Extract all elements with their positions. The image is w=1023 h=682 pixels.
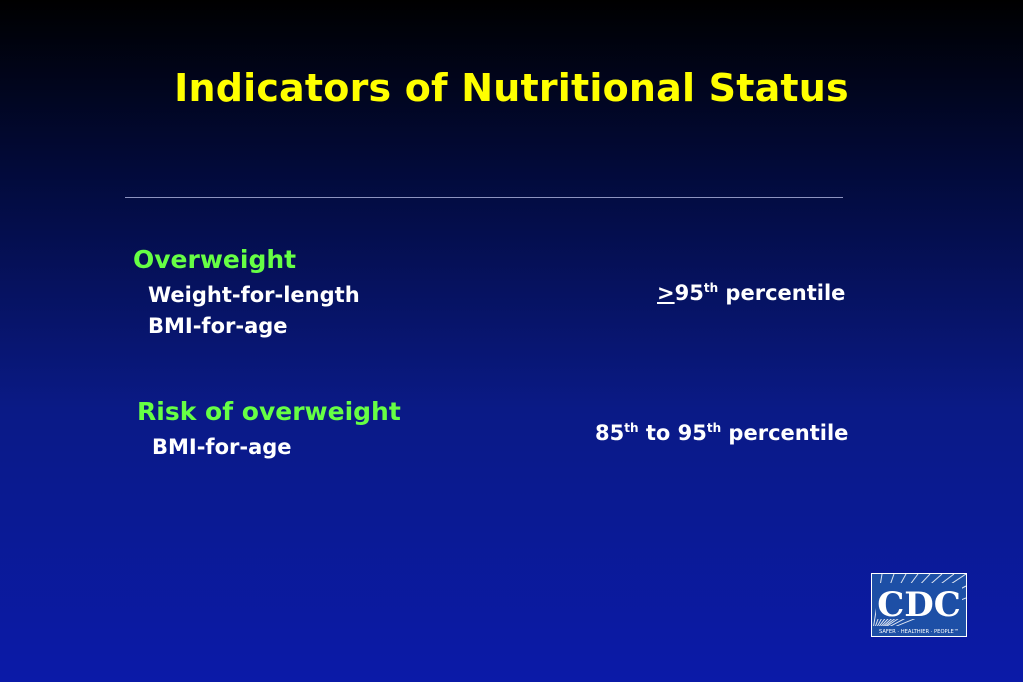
indicator-bmi-for-age: BMI-for-age bbox=[152, 435, 292, 459]
criterion-ordinal-low: th bbox=[624, 421, 639, 435]
cdc-logo-icon: CDC SAFER · HEALTHIER · PEOPLE™ bbox=[871, 573, 967, 637]
criterion-number: 95 bbox=[674, 281, 704, 305]
indicator-bmi-for-age: BMI-for-age bbox=[148, 314, 288, 338]
criterion-middle: to bbox=[638, 421, 678, 445]
criterion-ordinal: th bbox=[703, 281, 719, 295]
criterion-suffix: percentile bbox=[718, 281, 846, 305]
logo-tagline: SAFER · HEALTHIER · PEOPLE™ bbox=[879, 629, 959, 635]
cdc-logo-graphic: CDC SAFER · HEALTHIER · PEOPLE™ bbox=[872, 574, 966, 636]
criterion-number-low: 85 bbox=[595, 421, 625, 445]
logo-text: CDC bbox=[877, 585, 961, 625]
section-heading-risk-of-overweight: Risk of overweight bbox=[137, 397, 401, 426]
criterion-overweight: >95th percentile bbox=[657, 281, 845, 305]
title-divider bbox=[125, 197, 843, 198]
section-heading-overweight: Overweight bbox=[133, 245, 297, 274]
criterion-ordinal-high: th bbox=[706, 421, 722, 435]
criterion-number-high: 95 bbox=[677, 421, 707, 445]
indicator-weight-for-length: Weight-for-length bbox=[148, 283, 360, 307]
greater-equal-symbol: > bbox=[657, 281, 675, 305]
slide-title: Indicators of Nutritional Status bbox=[174, 66, 849, 110]
criterion-risk-of-overweight: 85th to 95th percentile bbox=[595, 421, 848, 445]
logo-tagline-backdrop bbox=[872, 626, 966, 636]
criterion-suffix: percentile bbox=[721, 421, 849, 445]
logo-text-backdrop bbox=[876, 583, 962, 619]
